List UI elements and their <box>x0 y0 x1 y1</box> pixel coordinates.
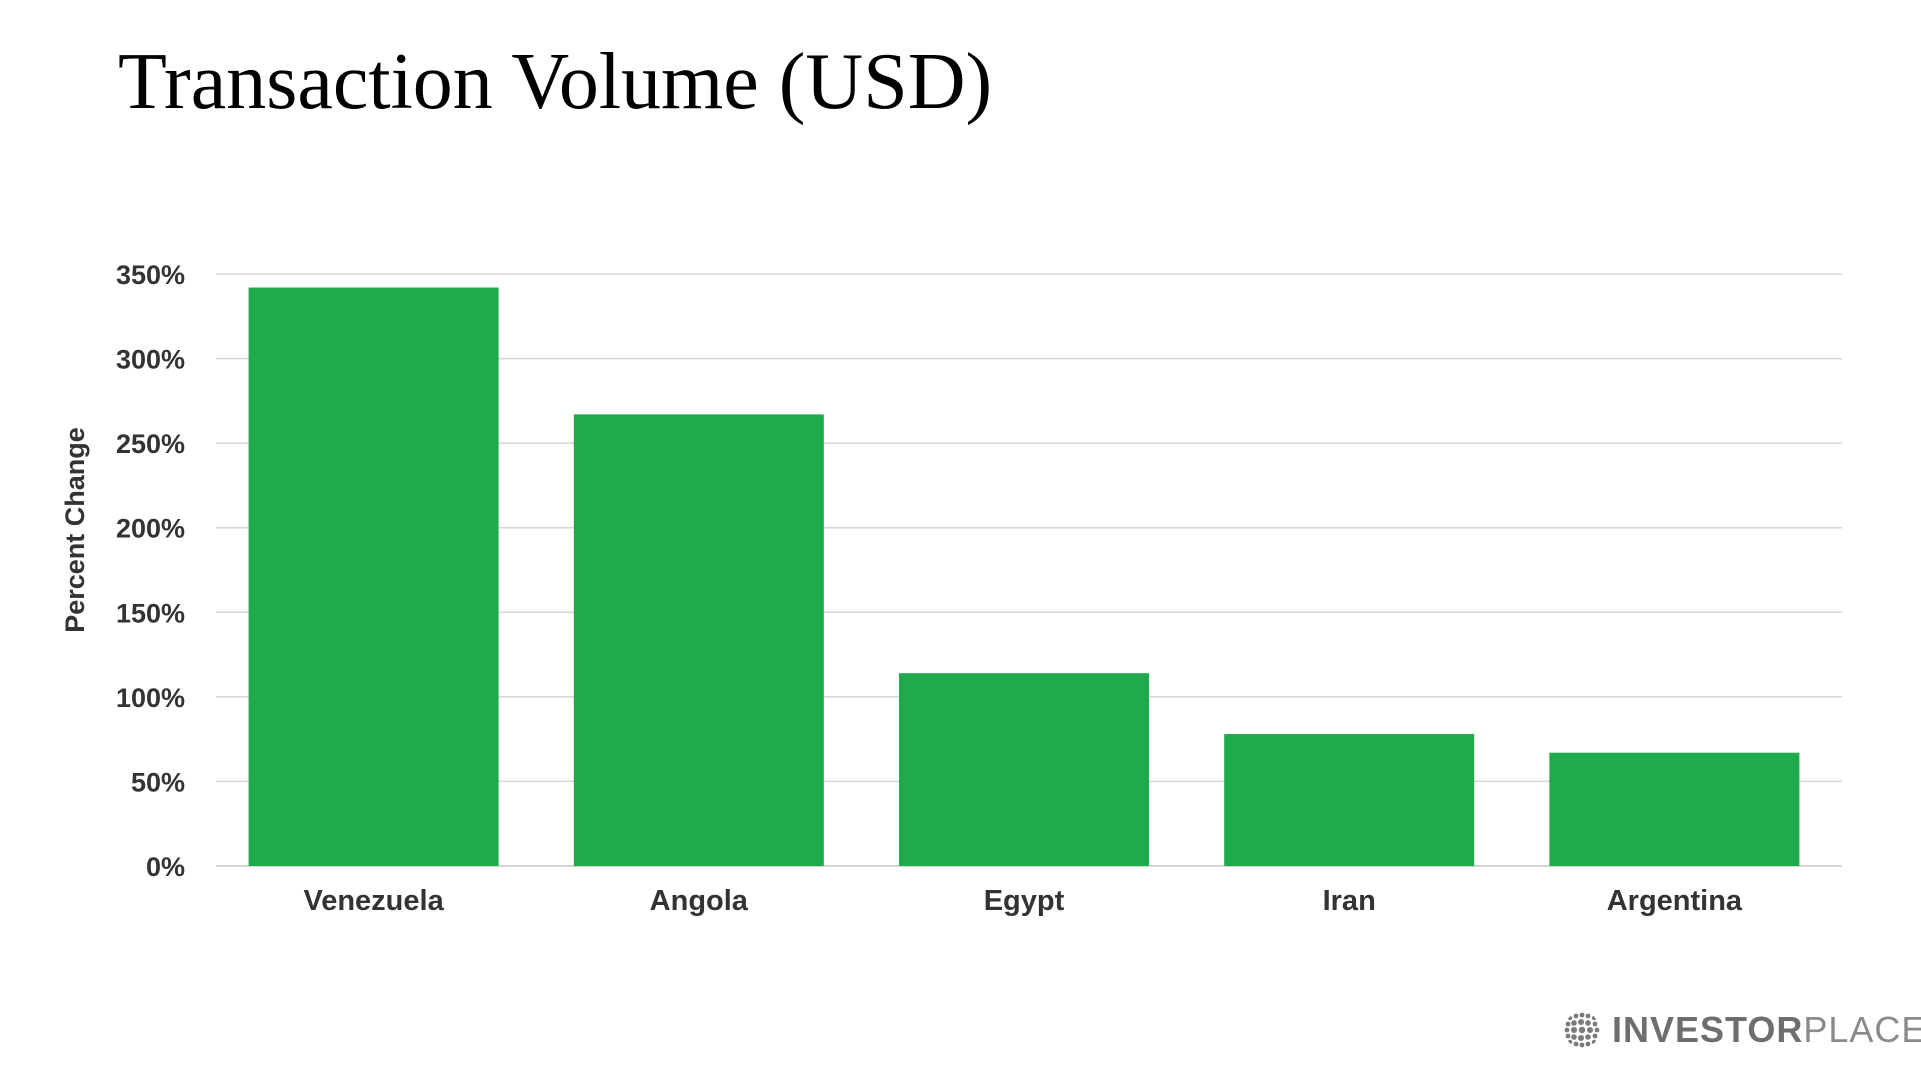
x-tick-label: Egypt <box>984 885 1065 917</box>
logo-text-place: PLACE <box>1803 1009 1921 1050</box>
y-tick-label: 50% <box>131 767 185 797</box>
investorplace-logo: INVESTORPLACE <box>1562 1010 1921 1050</box>
y-tick-label: 150% <box>116 598 185 628</box>
y-tick-label: 100% <box>116 683 185 713</box>
y-tick-label: 0% <box>146 852 185 882</box>
logo-text-investor: INVESTOR <box>1612 1009 1804 1050</box>
x-tick-label: Angola <box>650 885 749 917</box>
x-tick-label: Iran <box>1323 885 1376 917</box>
logo-wordmark: INVESTORPLACE <box>1612 1012 1921 1048</box>
y-tick-label: 200% <box>116 514 185 544</box>
chart-title: Transaction Volume (USD) <box>118 38 993 126</box>
y-axis-ticks: 0% 50% 100% 150% 200% 250% 300% 350% <box>116 260 185 882</box>
bars <box>248 287 1800 866</box>
y-axis-label: Percent Change <box>60 427 90 633</box>
globe-icon <box>1564 1012 1600 1048</box>
bar-angola <box>573 414 824 866</box>
x-tick-label: Argentina <box>1607 885 1743 917</box>
y-tick-label: 250% <box>116 429 185 459</box>
y-tick-label: 300% <box>116 345 185 375</box>
bar-venezuela <box>248 287 499 866</box>
bar-argentina <box>1549 752 1800 866</box>
x-axis-ticks: Venezuela Angola Egypt Iran Argentina <box>303 885 1742 917</box>
bar-egypt <box>899 673 1149 866</box>
bar-iran <box>1224 734 1475 866</box>
y-tick-label: 350% <box>116 260 185 290</box>
x-tick-label: Venezuela <box>303 885 444 917</box>
